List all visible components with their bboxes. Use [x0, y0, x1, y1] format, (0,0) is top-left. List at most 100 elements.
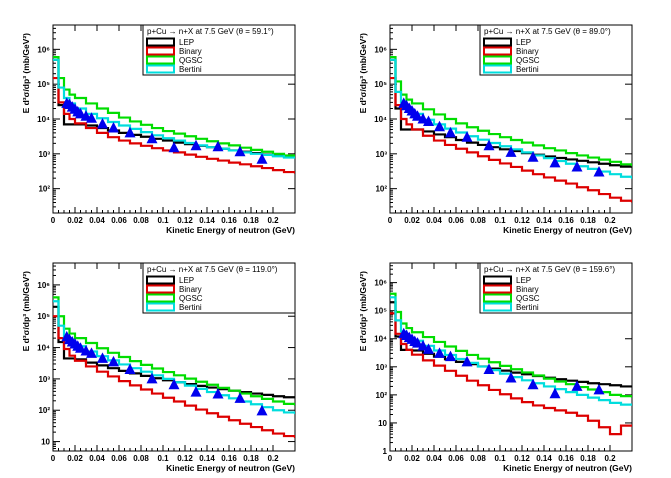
y-tick-label: 10: [41, 438, 50, 447]
y-tick-label: 10⁵: [37, 80, 50, 89]
x-tick-label: 0.1: [494, 454, 506, 463]
data-point: [234, 145, 246, 157]
x-tick-label: 0.12: [177, 454, 193, 463]
y-tick-label: 10²: [375, 185, 387, 194]
legend-label-qgsc: QGSC: [516, 56, 540, 65]
legend-swatch-bertini: [483, 302, 512, 312]
data-point: [593, 383, 605, 395]
data-point: [190, 139, 202, 151]
legend-label-binary: Binary: [516, 47, 539, 56]
x-tick-label: 0.16: [221, 216, 237, 225]
x-tick-label: 0.06: [448, 216, 464, 225]
data-point: [527, 151, 539, 162]
legend-swatch-binary: [146, 284, 175, 294]
x-tick-label: 0.14: [536, 454, 552, 463]
data-point: [434, 120, 445, 132]
x-tick-label: 0.12: [514, 216, 530, 225]
y-tick-label: 10: [378, 419, 387, 428]
data-point: [212, 387, 224, 399]
legend-label-bertini: Bertini: [179, 65, 202, 74]
legend-swatch-bertini: [146, 302, 175, 312]
legend-label-qgsc: QGSC: [179, 294, 203, 303]
x-tick-label: 0.08: [470, 216, 486, 225]
data-point: [97, 352, 108, 363]
data-point: [108, 122, 119, 133]
data-point: [549, 156, 561, 168]
data-point: [571, 160, 583, 172]
series-binary-line: [53, 315, 295, 438]
data-point: [483, 363, 495, 375]
legend-swatch-bertini: [146, 64, 175, 74]
y-tick-label: 10⁵: [374, 80, 387, 89]
x-tick-label: 0.2: [267, 216, 279, 225]
y-tick-label: 10⁴: [37, 344, 50, 353]
data-point: [412, 110, 423, 121]
legend-box: [142, 262, 296, 314]
x-tick-label: 0.18: [580, 454, 596, 463]
y-tick-label: 10²: [38, 406, 50, 415]
x-tick-label: 0.04: [426, 216, 442, 225]
data-point: [212, 140, 224, 152]
x-tick-label: 0.18: [243, 216, 259, 225]
legend-swatch-qgsc: [483, 55, 512, 65]
data-point: [423, 115, 434, 126]
y-axis-label: E d³σ/dp³ (mb/GeV²): [358, 271, 368, 352]
y-tick-label: 10⁴: [374, 335, 387, 344]
legend-swatch-qgsc: [146, 293, 175, 303]
x-tick-label: 0.02: [404, 454, 420, 463]
series-lep-line: [53, 305, 295, 399]
x-tick-label: 0.16: [558, 216, 574, 225]
y-tick-label: 10⁶: [37, 45, 50, 54]
data-point: [168, 141, 180, 153]
x-axis-label: Kinetic Energy of neutron (GeV): [503, 225, 632, 235]
x-tick-label: 0.16: [221, 454, 237, 463]
legend-label-bertini: Bertini: [516, 65, 539, 74]
data-point: [124, 126, 136, 138]
chart-title: p+Cu → n+X at 7.5 GeV (θ = 119.0°): [147, 265, 278, 274]
chart-title: p+Cu → n+X at 7.5 GeV (θ = 159.6°): [484, 265, 615, 274]
data-point: [86, 347, 97, 358]
x-tick-label: 0.04: [426, 454, 442, 463]
x-axis-label: Kinetic Energy of neutron (GeV): [166, 225, 295, 235]
legend-swatch-lep: [146, 37, 175, 47]
data-point: [417, 340, 429, 351]
legend-swatch-lep: [483, 275, 512, 285]
x-tick-label: 0.02: [67, 454, 83, 463]
x-tick-label: 0.14: [536, 216, 552, 225]
legend-swatch-lep: [146, 275, 175, 285]
data-point: [434, 347, 445, 358]
x-axis-label: Kinetic Energy of neutron (GeV): [503, 463, 632, 473]
legend-box: [142, 24, 296, 76]
legend-label-bertini: Bertini: [516, 303, 539, 312]
legend-swatch-lep: [483, 37, 512, 47]
legend-swatch-binary: [483, 284, 512, 294]
legend-swatch-binary: [146, 46, 175, 56]
x-tick-label: 0.2: [604, 454, 616, 463]
y-axis-label: E d³σ/dp³ (mb/GeV²): [21, 33, 31, 114]
data-point: [505, 146, 517, 157]
x-tick-label: 0: [51, 454, 56, 463]
y-tick-label: 10²: [375, 391, 387, 400]
series-binary-line: [390, 76, 632, 203]
data-point: [483, 139, 495, 151]
data-point: [108, 355, 119, 367]
series-binary-line: [53, 76, 295, 174]
legend-box: [479, 262, 633, 314]
x-tick-label: 0.04: [89, 216, 105, 225]
x-tick-label: 0.14: [199, 216, 215, 225]
y-tick-label: 10⁴: [37, 115, 50, 124]
y-tick-label: 10²: [38, 185, 50, 194]
x-tick-label: 0.02: [67, 216, 83, 225]
x-tick-label: 0: [388, 216, 393, 225]
data-point: [75, 342, 86, 353]
x-tick-label: 0.12: [177, 216, 193, 225]
y-tick-label: 10³: [375, 150, 387, 159]
y-tick-label: 10³: [375, 363, 387, 372]
y-axis-label: E d³σ/dp³ (mb/GeV²): [358, 33, 368, 114]
chart-title: p+Cu → n+X at 7.5 GeV (θ = 89.0°): [484, 27, 611, 36]
data-point: [124, 363, 136, 374]
data-point: [461, 355, 473, 367]
data-point: [234, 392, 246, 403]
x-tick-label: 0.1: [494, 216, 506, 225]
